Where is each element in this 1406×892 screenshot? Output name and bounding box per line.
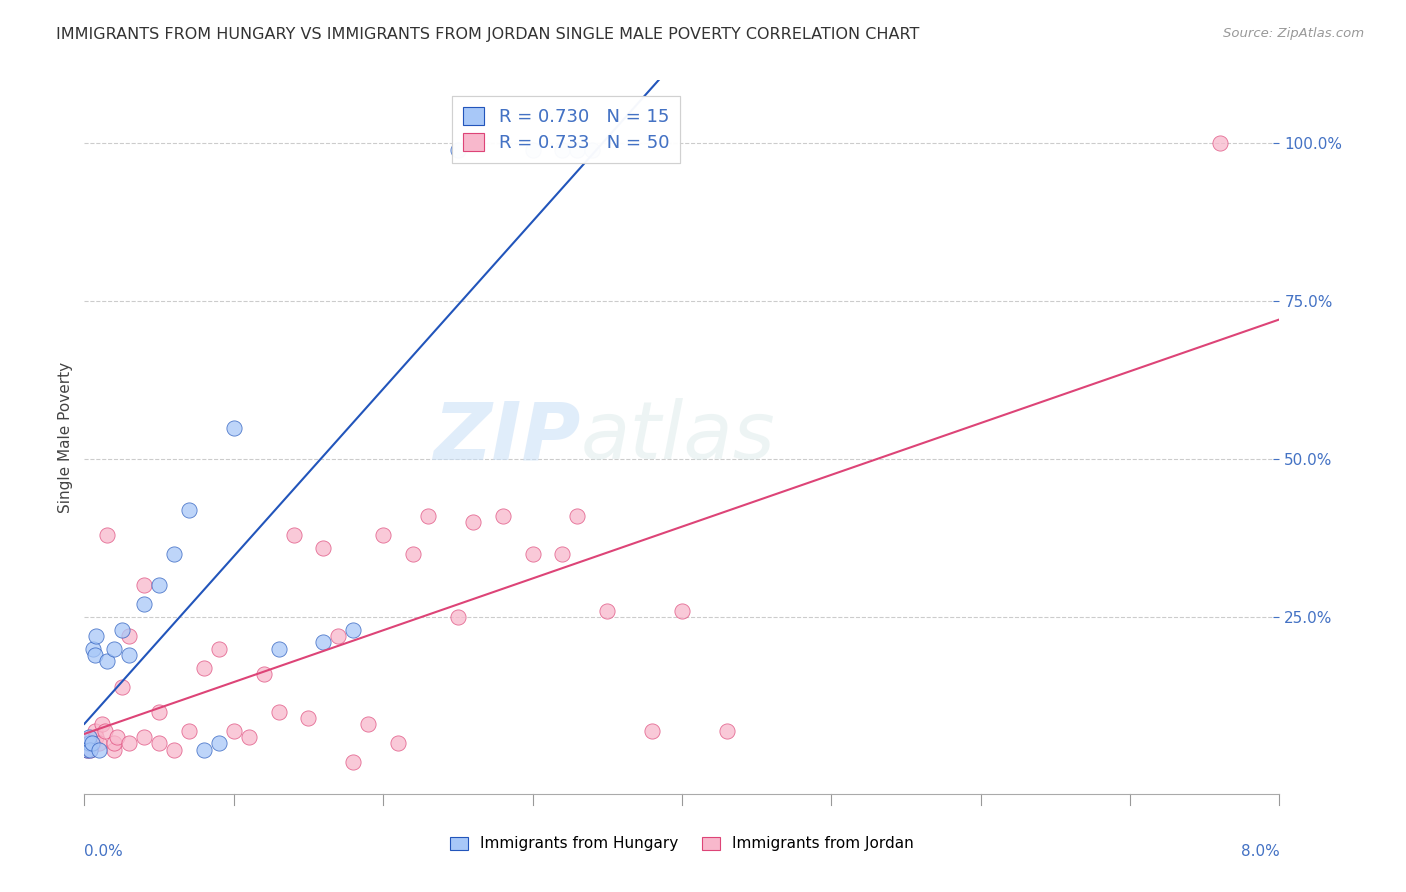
Point: [96, 654, 118, 668]
Point: [103, 736, 125, 750]
Point: [82, 736, 104, 750]
Point: [103, 742, 125, 756]
Point: [77, 736, 100, 750]
Point: [76, 742, 98, 756]
Point: [132, 598, 156, 612]
Text: 0.0%: 0.0%: [84, 844, 124, 859]
Point: [267, 705, 290, 719]
Point: [447, 610, 470, 624]
Point: [402, 547, 425, 561]
Point: [105, 730, 128, 744]
Point: [96, 528, 118, 542]
Point: [716, 723, 738, 738]
Point: [416, 508, 439, 523]
Point: [342, 623, 364, 637]
Point: [77, 730, 100, 744]
Point: [111, 623, 134, 637]
Text: Source: ZipAtlas.com: Source: ZipAtlas.com: [1223, 27, 1364, 40]
Point: [208, 641, 231, 656]
Point: [163, 547, 186, 561]
Point: [82, 641, 104, 656]
Point: [86, 629, 108, 643]
Point: [461, 516, 484, 530]
Point: [89, 736, 111, 750]
Point: [342, 756, 364, 770]
Point: [567, 508, 589, 523]
Point: [118, 648, 141, 662]
Point: [522, 547, 544, 561]
Point: [312, 541, 335, 555]
Point: [118, 629, 141, 643]
Point: [312, 635, 335, 649]
Point: [111, 680, 134, 694]
Point: [267, 641, 290, 656]
Point: [522, 143, 544, 157]
Point: [79, 742, 101, 756]
Text: atlas: atlas: [581, 398, 775, 476]
Point: [222, 723, 245, 738]
Point: [357, 717, 380, 731]
Point: [132, 730, 156, 744]
Point: [208, 736, 231, 750]
Point: [91, 717, 114, 731]
Point: [76, 742, 98, 756]
Point: [148, 736, 170, 750]
Point: [253, 666, 276, 681]
Point: [148, 705, 170, 719]
Point: [567, 143, 589, 157]
Y-axis label: Single Male Poverty: Single Male Poverty: [58, 361, 73, 513]
Point: [1209, 136, 1232, 151]
Point: [177, 723, 200, 738]
Point: [83, 723, 105, 738]
Point: [297, 711, 319, 725]
Point: [387, 736, 409, 750]
Point: [79, 742, 101, 756]
Point: [373, 528, 395, 542]
Point: [492, 508, 515, 523]
Point: [83, 648, 105, 662]
Point: [118, 736, 141, 750]
Point: [80, 730, 103, 744]
Point: [447, 143, 470, 157]
Point: [132, 578, 156, 592]
Point: [328, 629, 350, 643]
Point: [283, 528, 305, 542]
Point: [641, 723, 664, 738]
Point: [193, 660, 215, 674]
Point: [177, 502, 200, 516]
Point: [596, 604, 619, 618]
Point: [103, 641, 125, 656]
Text: IMMIGRANTS FROM HUNGARY VS IMMIGRANTS FROM JORDAN SINGLE MALE POVERTY CORRELATIO: IMMIGRANTS FROM HUNGARY VS IMMIGRANTS FR…: [56, 27, 920, 42]
Text: 8.0%: 8.0%: [1240, 844, 1279, 859]
Point: [193, 742, 215, 756]
Point: [551, 143, 574, 157]
Point: [551, 547, 574, 561]
Point: [89, 742, 111, 756]
Point: [222, 420, 245, 434]
Point: [148, 578, 170, 592]
Point: [581, 143, 603, 157]
Point: [163, 742, 186, 756]
Point: [86, 730, 108, 744]
Point: [80, 736, 103, 750]
Point: [94, 723, 117, 738]
Point: [671, 604, 693, 618]
Text: ZIP: ZIP: [433, 398, 581, 476]
Point: [238, 730, 260, 744]
Point: [77, 736, 100, 750]
Legend: R = 0.730   N = 15, R = 0.733   N = 50: R = 0.730 N = 15, R = 0.733 N = 50: [451, 96, 681, 163]
